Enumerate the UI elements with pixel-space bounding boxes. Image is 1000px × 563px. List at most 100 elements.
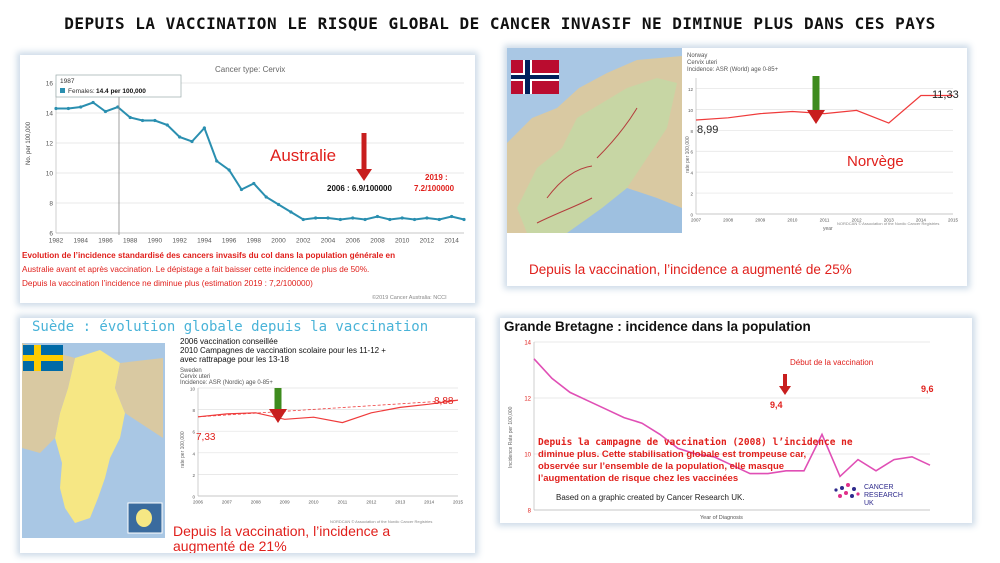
au-point — [289, 210, 293, 214]
sweden-end-value: 8,88 — [434, 396, 454, 407]
au-xtick-label: 1994 — [197, 238, 212, 245]
au-point — [66, 106, 70, 111]
no-xtick-label: 2015 — [948, 218, 959, 223]
norway-flag-icon — [511, 60, 559, 94]
norway-series-line — [695, 94, 953, 124]
norway-start-value: 8,99 — [697, 124, 718, 136]
sweden-header-measure: Incidence: ASR (Nordic) age 0-85+ — [180, 380, 273, 386]
se-xtick-label: 2012 — [366, 500, 377, 505]
se-xtick-label: 2010 — [309, 500, 320, 505]
au-point — [412, 217, 417, 222]
se-xtick-label: 2013 — [395, 500, 406, 505]
au-point — [252, 181, 256, 186]
uk-chart: Grande Bretagne : incidence dans la popu… — [504, 319, 934, 521]
australia-chart: Cancer type: Cervix No. per 100,000 6 8 10… — [22, 65, 466, 301]
no-xtick-label: 2011 — [820, 218, 830, 223]
sweden-map-image — [22, 343, 165, 538]
sweden-arrow-head — [269, 409, 287, 423]
australia-ylabel: No. per 100,000 — [26, 121, 32, 165]
au-point — [128, 115, 132, 120]
au-xtick-label: 2000 — [271, 238, 286, 245]
norway-end-value: 11,33 — [932, 89, 959, 101]
au-ytick-label: 12 — [46, 141, 54, 148]
tooltip-value: 14.4 per 100,000 — [96, 88, 146, 95]
se-ytick-label: 2 — [192, 473, 195, 478]
uk-value-end: 9,6 — [921, 384, 934, 394]
norway-ylabel: rate per 100,000 — [685, 136, 691, 173]
sweden-source: NORDCAN © Association of the Nordic Canc… — [330, 519, 432, 524]
sweden-flag-icon — [23, 345, 63, 371]
norway-header-site: Cervix uteri — [687, 60, 717, 66]
no-ytick-label: 0 — [690, 213, 693, 218]
sweden-ylabel: rate per 100,000 — [180, 431, 186, 468]
no-xtick-label: 2012 — [852, 218, 863, 223]
sweden-caption-line-2: augmenté de 21% — [173, 538, 287, 553]
australia-copyright: ©2019 Cancer Australia: NCCI — [372, 294, 447, 301]
cancer-research-uk-logo: CANCER RESEARCH UK — [834, 483, 903, 507]
norway-arrow-head — [807, 110, 825, 124]
se-ytick-label: 4 — [192, 451, 195, 456]
australia-caption-line-1: Evolution de l’incidence standardisé des… — [22, 251, 395, 260]
uk-note-line-2: diminue plus. Cette stabilisation global… — [538, 449, 806, 460]
au-point — [165, 123, 169, 127]
norway-header-country: Norway — [687, 53, 707, 59]
sweden-header-country: Sweden — [180, 368, 202, 374]
no-ytick-label: 8 — [690, 129, 693, 134]
uk-ytick-label: 8 — [528, 509, 532, 515]
no-xtick-label: 2007 — [691, 218, 702, 223]
norway-caption: Depuis la vaccination, l’incidence a aug… — [529, 262, 852, 277]
au-xtick-label: 2004 — [321, 238, 336, 245]
australia-country-label: Australie — [270, 146, 336, 165]
cancer-type-label: Cancer type: Cervix — [215, 65, 285, 74]
australia-arrow-head — [356, 169, 372, 181]
australia-series-line — [56, 101, 465, 221]
au-ytick-label: 16 — [46, 81, 54, 88]
se-xtick-label: 2009 — [280, 500, 291, 505]
au-xtick-label: 2012 — [420, 238, 435, 245]
no-xtick-label: 2014 — [916, 218, 927, 223]
au-xtick-label: 1990 — [148, 238, 163, 245]
note-2006: 2006 : 6.9/100000 — [327, 184, 392, 193]
norway-source: NORDCAN © Association of the Nordic Canc… — [837, 221, 939, 226]
no-ytick-label: 6 — [690, 150, 693, 155]
au-point — [178, 135, 182, 139]
tooltip-box — [55, 74, 182, 98]
uk-xlabel: Year of Diagnosis — [700, 515, 743, 521]
au-xtick-label: 1984 — [73, 238, 88, 245]
au-point — [400, 216, 404, 220]
norway-xlabel: year — [823, 226, 833, 232]
uk-panel: Grande Bretagne : incidence dans la popu… — [500, 318, 972, 523]
tooltip-swatch — [60, 88, 65, 93]
au-xtick-label: 2008 — [370, 238, 385, 245]
uk-note-line-3: observée sur l’ensemble de la population… — [538, 461, 784, 472]
au-point — [276, 202, 281, 207]
au-ytick-label: 6 — [49, 231, 53, 238]
sweden-note-1: 2006 vaccination conseillée — [180, 337, 278, 346]
au-point — [140, 118, 145, 123]
uk-note-line-4: l’augmentation de risque chez les vaccin… — [538, 473, 738, 484]
sweden-panel: Suède : évolution globale depuis la vacc… — [20, 318, 475, 553]
sweden-header-site: Cervix uteri — [180, 374, 210, 380]
uk-value-2008: 9,4 — [770, 400, 783, 410]
au-point — [54, 106, 58, 111]
sweden-start-value: 7,33 — [196, 432, 216, 443]
sweden-caption-line-1: Depuis la vaccination, l’incidence a — [173, 523, 390, 539]
uk-vaccination-label: Début de la vaccination — [790, 358, 873, 367]
uk-arrow-head — [779, 386, 791, 395]
no-ytick-label: 10 — [688, 108, 694, 113]
sweden-chart: Suède : évolution globale depuis la vacc… — [22, 319, 464, 553]
au-point — [190, 139, 194, 144]
au-xtick-label: 1992 — [172, 238, 187, 245]
au-point — [314, 216, 318, 220]
no-xtick-label: 2013 — [884, 218, 895, 223]
uk-ytick-label: 10 — [524, 453, 531, 459]
logo-text-3: UK — [864, 500, 874, 507]
sweden-note-3: avec rattrapage pour les 13-18 — [180, 355, 290, 364]
note-2019-value: 7.2/100000 — [414, 184, 455, 193]
au-point — [338, 217, 342, 222]
sweden-series-line — [197, 399, 459, 424]
au-xtick-label: 1988 — [123, 238, 138, 245]
au-point — [79, 105, 83, 109]
uk-ytick-label: 14 — [524, 341, 531, 347]
au-point — [153, 118, 157, 123]
